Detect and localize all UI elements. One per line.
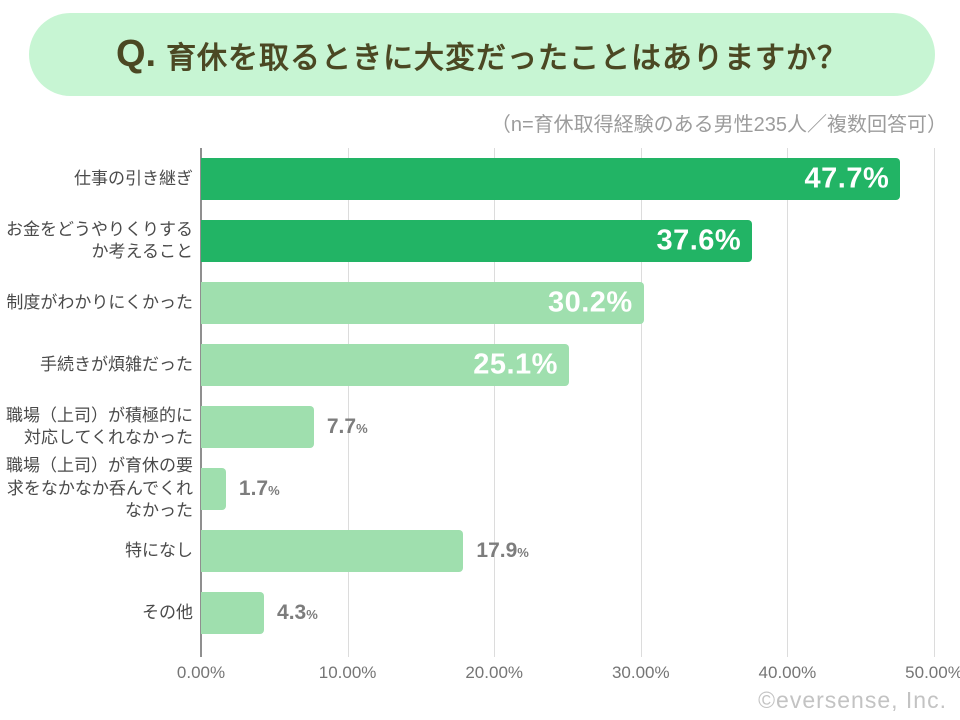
x-tick-label: 30.00%	[611, 663, 670, 682]
x-tick-label: 0.00%	[176, 663, 226, 682]
bar	[201, 592, 265, 634]
value-label: 4.3%	[277, 601, 318, 624]
chart-row: 職場（上司）が育休の要 求をなかなか呑んでくれ なかった 1.7%	[0, 456, 960, 521]
gridline	[787, 148, 789, 657]
chart-gridlines	[200, 148, 935, 657]
category-label: 職場（上司）が積極的に 対応してくれなかった	[6, 405, 193, 447]
chart-row: その他 4.3%	[0, 582, 960, 644]
chart-row: お金をどうやりくりする か考えること 37.6%	[0, 210, 960, 272]
category-label: その他	[142, 602, 193, 622]
value-label: 37.6%	[656, 224, 742, 257]
bar-track: 37.6%	[201, 220, 934, 262]
x-tick-label: 20.00%	[465, 663, 524, 682]
gridline	[494, 148, 496, 657]
bar	[201, 468, 226, 510]
bar-track: 30.2%	[201, 282, 934, 324]
category-label: 職場（上司）が育休の要 求をなかなか呑んでくれ なかった	[6, 456, 193, 521]
value-label: 17.9%	[476, 539, 529, 562]
value-label: 25.1%	[473, 348, 558, 381]
question-banner: Q. 育休を取るときに大変だったことはありますか？	[29, 13, 935, 96]
chart-row: 制度がわかりにくかった 30.2%	[0, 272, 960, 334]
question-prefix: Q.	[115, 33, 157, 75]
copyright-text: ©eversense, Inc.	[758, 687, 947, 713]
question-title: 育休を取るときに大変だったことはありますか？	[166, 41, 849, 75]
gridline	[347, 148, 349, 657]
sample-note: （n=育休取得経験のある男性235人／複数回答可）	[490, 114, 947, 136]
chart-row: 特になし 17.9%	[0, 520, 960, 582]
bar: 25.1%	[201, 344, 569, 386]
chart-row: 手続きが煩雑だった 25.1%	[0, 334, 960, 396]
category-label: お金をどうやりくりする か考えること	[6, 219, 193, 261]
value-label: 1.7%	[238, 477, 280, 500]
category-label: 制度がわかりにくかった	[6, 292, 193, 312]
category-label: 手続きが煩雑だった	[40, 354, 193, 374]
chart-row: 職場（上司）が積極的に 対応してくれなかった 7.7%	[0, 396, 960, 458]
gridline	[640, 148, 642, 657]
bar-track: 7.7%	[201, 406, 934, 448]
value-label: 47.7%	[804, 162, 890, 195]
bar-track: 1.7%	[201, 468, 934, 510]
gridline	[934, 148, 935, 657]
bar: 30.2%	[201, 282, 644, 324]
bar-track: 4.3%	[201, 592, 934, 634]
x-axis: 0.00% 10.00% 20.00% 30.00% 40.00% 50.00%	[177, 663, 960, 687]
value-label: 7.7%	[326, 415, 368, 438]
chart-rows: 仕事の引き継ぎ 47.7% お金をどうやりくりする か考えること 37.6% 制度がわか…	[0, 148, 960, 644]
bar-chart: 仕事の引き継ぎ 47.7% お金をどうやりくりする か考えること 37.6% 制度がわか…	[0, 148, 960, 693]
bar: 47.7%	[201, 158, 901, 200]
value-label: 30.2%	[547, 286, 633, 319]
bar-track: 47.7%	[201, 158, 934, 200]
y-axis-line	[200, 148, 202, 657]
bar	[201, 406, 314, 448]
bar-track: 25.1%	[201, 344, 934, 386]
bar-track: 17.9%	[201, 530, 934, 572]
chart-row: 仕事の引き継ぎ 47.7%	[0, 148, 960, 210]
x-tick-label: 50.00%	[905, 663, 960, 682]
bar	[201, 530, 464, 572]
category-label: 特になし	[125, 540, 193, 560]
bar: 37.6%	[201, 220, 753, 262]
category-label: 仕事の引き継ぎ	[74, 168, 193, 188]
x-tick-label: 40.00%	[758, 663, 817, 682]
x-tick-label: 10.00%	[318, 663, 377, 682]
